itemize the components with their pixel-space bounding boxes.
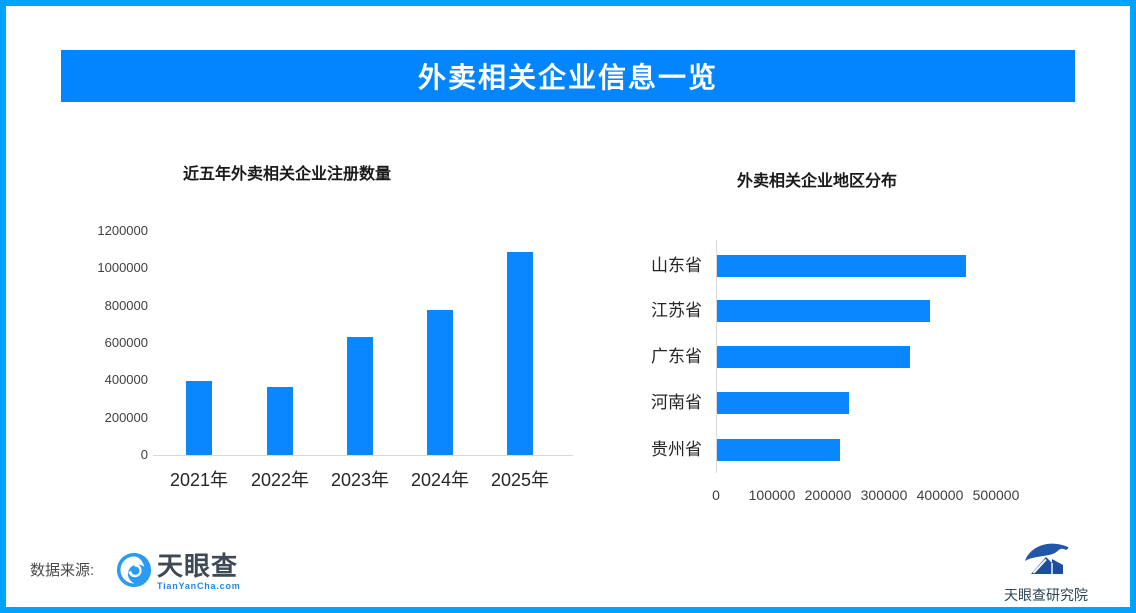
bar-2023年: [347, 337, 373, 455]
institute-logo-text: 天眼查研究院: [1004, 587, 1088, 603]
registrations-chart: 近五年外卖相关企业注册数量 0 200000 400000 600000 800000 1…: [60, 150, 600, 530]
y-axis-tick-label: 600000: [104, 335, 148, 350]
category-label: 河南省: [651, 393, 702, 412]
bar-2021年: [186, 381, 212, 455]
x-axis-tick-label: 200000: [804, 487, 852, 503]
bar-2022年: [267, 387, 293, 455]
data-source-label: 数据来源:: [30, 562, 95, 579]
x-axis-category-label: 2022年: [250, 470, 310, 490]
title-banner: 外卖相关企业信息一览: [61, 50, 1075, 102]
bar-贵州省: [717, 439, 840, 461]
y-axis-line: [716, 240, 717, 473]
x-axis-tick-label: 500000: [972, 487, 1020, 503]
x-axis-tick-label: 0: [712, 487, 720, 503]
category-label: 贵州省: [651, 440, 702, 459]
page-title: 外卖相关企业信息一览: [417, 62, 718, 93]
x-axis-tick-label: 400000: [916, 487, 964, 503]
y-axis-tick-label: 1000000: [97, 260, 148, 276]
tianyancha-logo-text-block: 天眼查 TianYanCha.com: [157, 552, 241, 591]
bar-河南省: [717, 392, 849, 414]
bar-江苏省: [717, 300, 930, 322]
tianyancha-logo: 天眼查 TianYanCha.com: [116, 552, 241, 593]
x-axis-category-label: 2023年: [330, 470, 390, 490]
y-axis-tick-label: 400000: [104, 372, 148, 388]
x-axis-tick-label: 300000: [860, 487, 908, 503]
x-axis-category-label: 2025年: [490, 470, 550, 490]
x-axis-tick-label: 100000: [748, 487, 796, 503]
bar-广东省: [717, 346, 910, 368]
y-axis-tick-label: 1200000: [97, 223, 148, 238]
tianyancha-eye-icon: [116, 552, 152, 593]
category-label: 山东省: [651, 256, 702, 275]
registrations-chart-title: 近五年外卖相关企业注册数量: [183, 166, 392, 183]
x-axis-line: [153, 455, 573, 456]
institute-logo: 天眼查研究院: [996, 540, 1096, 605]
bar-山东省: [717, 255, 966, 277]
y-axis-tick-label: 800000: [104, 297, 148, 313]
bar-2024年: [427, 310, 453, 455]
institute-mountain-icon: [1022, 540, 1070, 583]
category-label: 广东省: [651, 347, 702, 366]
x-axis-category-label: 2021年: [169, 470, 229, 490]
y-axis-tick-label: 200000: [104, 409, 148, 425]
bar-2025年: [507, 252, 533, 455]
x-axis-category-label: 2024年: [410, 470, 470, 490]
tianyancha-logo-subtext: TianYanCha.com: [157, 581, 241, 591]
y-axis-tick-label: 0: [140, 447, 148, 462]
distribution-chart-title: 外卖相关企业地区分布: [737, 173, 898, 190]
distribution-chart-plot: 山东省江苏省广东省河南省贵州省 0 100000 200000 300000 400000…: [630, 150, 1130, 530]
category-label: 江苏省: [651, 301, 702, 320]
registrations-chart-plot: 0 200000 400000 600000 800000 1000000 1200000 2…: [60, 150, 600, 530]
tianyancha-logo-text: 天眼查: [157, 551, 239, 581]
distribution-chart: 外卖相关企业地区分布 山东省江苏省广东省河南省贵州省 0 100000 200000 3…: [630, 150, 1130, 530]
